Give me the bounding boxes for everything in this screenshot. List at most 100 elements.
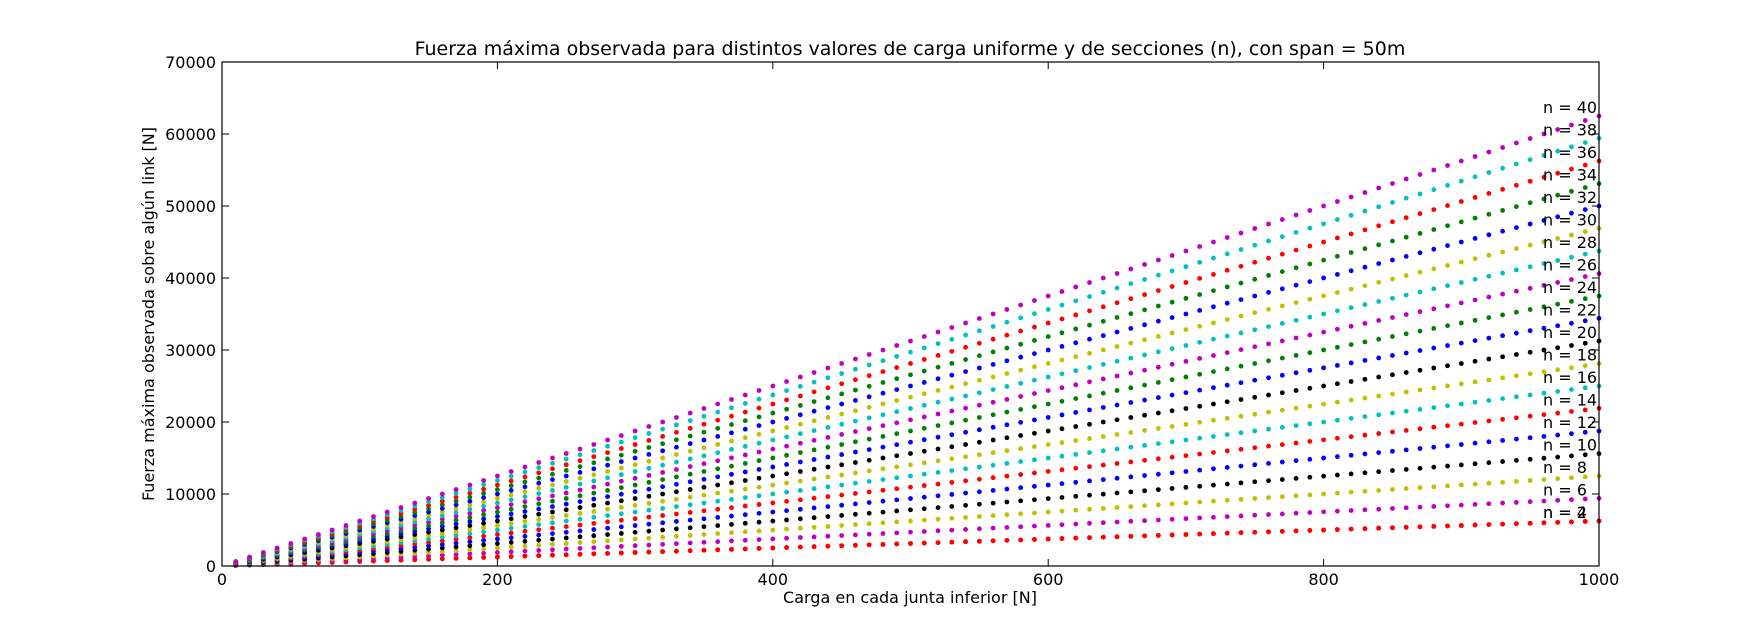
data-point (412, 500, 418, 506)
data-point (1431, 187, 1437, 193)
data-point (1045, 401, 1051, 407)
data-point (839, 371, 845, 376)
data-point (1362, 526, 1368, 532)
data-point (880, 401, 886, 407)
data-point (1114, 490, 1120, 496)
data-point (1376, 450, 1382, 455)
series-label: n = 2 (1543, 503, 1587, 522)
data-point (770, 419, 776, 425)
data-point (1018, 341, 1024, 347)
data-point (921, 540, 927, 546)
data-point (329, 527, 335, 533)
data-point (1569, 277, 1574, 282)
series-n-36 (233, 158, 1602, 565)
data-point (618, 524, 624, 530)
data-point (563, 473, 569, 479)
data-point (1252, 394, 1258, 400)
data-point (1169, 315, 1175, 320)
data-point (1527, 371, 1533, 377)
data-point (1224, 350, 1230, 356)
data-point (1390, 238, 1395, 244)
data-point (1376, 185, 1382, 191)
data-point (894, 409, 900, 415)
data-point (1500, 416, 1506, 422)
data-point (1513, 458, 1519, 463)
data-point (1045, 293, 1051, 299)
series-n-22 (233, 315, 1602, 566)
data-point (1376, 393, 1382, 399)
data-point (426, 506, 431, 512)
data-point (797, 440, 803, 446)
data-point (1004, 448, 1010, 454)
data-point (674, 467, 679, 472)
data-point (1045, 509, 1051, 515)
data-point (963, 502, 968, 508)
data-point (481, 542, 487, 548)
data-point (770, 500, 776, 506)
data-point (536, 542, 542, 548)
data-point (1032, 430, 1037, 436)
data-point (715, 425, 721, 431)
data-point (371, 514, 376, 519)
data-point (976, 402, 982, 408)
data-point (976, 489, 982, 495)
data-point (1073, 452, 1079, 457)
data-point (605, 544, 610, 550)
data-point (1417, 289, 1423, 295)
data-point (1252, 529, 1258, 535)
data-point (729, 513, 734, 519)
data-point (811, 476, 817, 482)
data-point (990, 387, 996, 392)
data-point (756, 510, 762, 516)
data-point (853, 439, 858, 445)
data-point (1555, 497, 1561, 503)
data-point (1403, 273, 1409, 278)
data-point (1458, 199, 1464, 204)
data-point (825, 434, 831, 440)
data-point (1279, 303, 1285, 309)
data-point (605, 506, 610, 512)
data-point (1541, 434, 1547, 439)
data-point (1527, 413, 1533, 419)
data-point (1582, 340, 1588, 346)
data-point (949, 527, 955, 533)
data-point (1348, 471, 1354, 477)
data-point (1004, 486, 1010, 492)
data-point (701, 445, 707, 451)
data-point (495, 491, 500, 497)
data-point (1445, 363, 1450, 369)
data-point (935, 423, 941, 428)
data-point (550, 536, 555, 542)
data-point (1321, 473, 1326, 479)
data-point (1073, 410, 1079, 415)
data-point (1293, 510, 1299, 516)
data-point (495, 509, 500, 515)
data-point (1390, 181, 1395, 186)
data-point (1348, 194, 1354, 200)
data-point (481, 503, 487, 509)
data-point (522, 538, 528, 544)
data-point (1458, 421, 1464, 427)
data-point (536, 506, 542, 512)
data-point (646, 479, 652, 485)
data-point (1183, 437, 1189, 443)
data-point (784, 545, 789, 550)
data-point (1376, 242, 1382, 248)
data-point (1128, 340, 1134, 346)
data-point (426, 533, 431, 539)
data-point (908, 361, 913, 366)
data-point (302, 536, 308, 542)
data-point (1073, 493, 1079, 499)
data-point (481, 533, 487, 539)
data-point (577, 505, 583, 510)
data-point (853, 449, 858, 455)
data-point (467, 498, 473, 504)
data-point (1073, 396, 1079, 401)
data-point (1513, 309, 1519, 315)
data-point (1238, 330, 1244, 336)
data-point (770, 536, 776, 542)
data-point (660, 498, 666, 504)
data-point (811, 408, 817, 414)
data-point (990, 437, 996, 443)
data-point (550, 488, 555, 493)
